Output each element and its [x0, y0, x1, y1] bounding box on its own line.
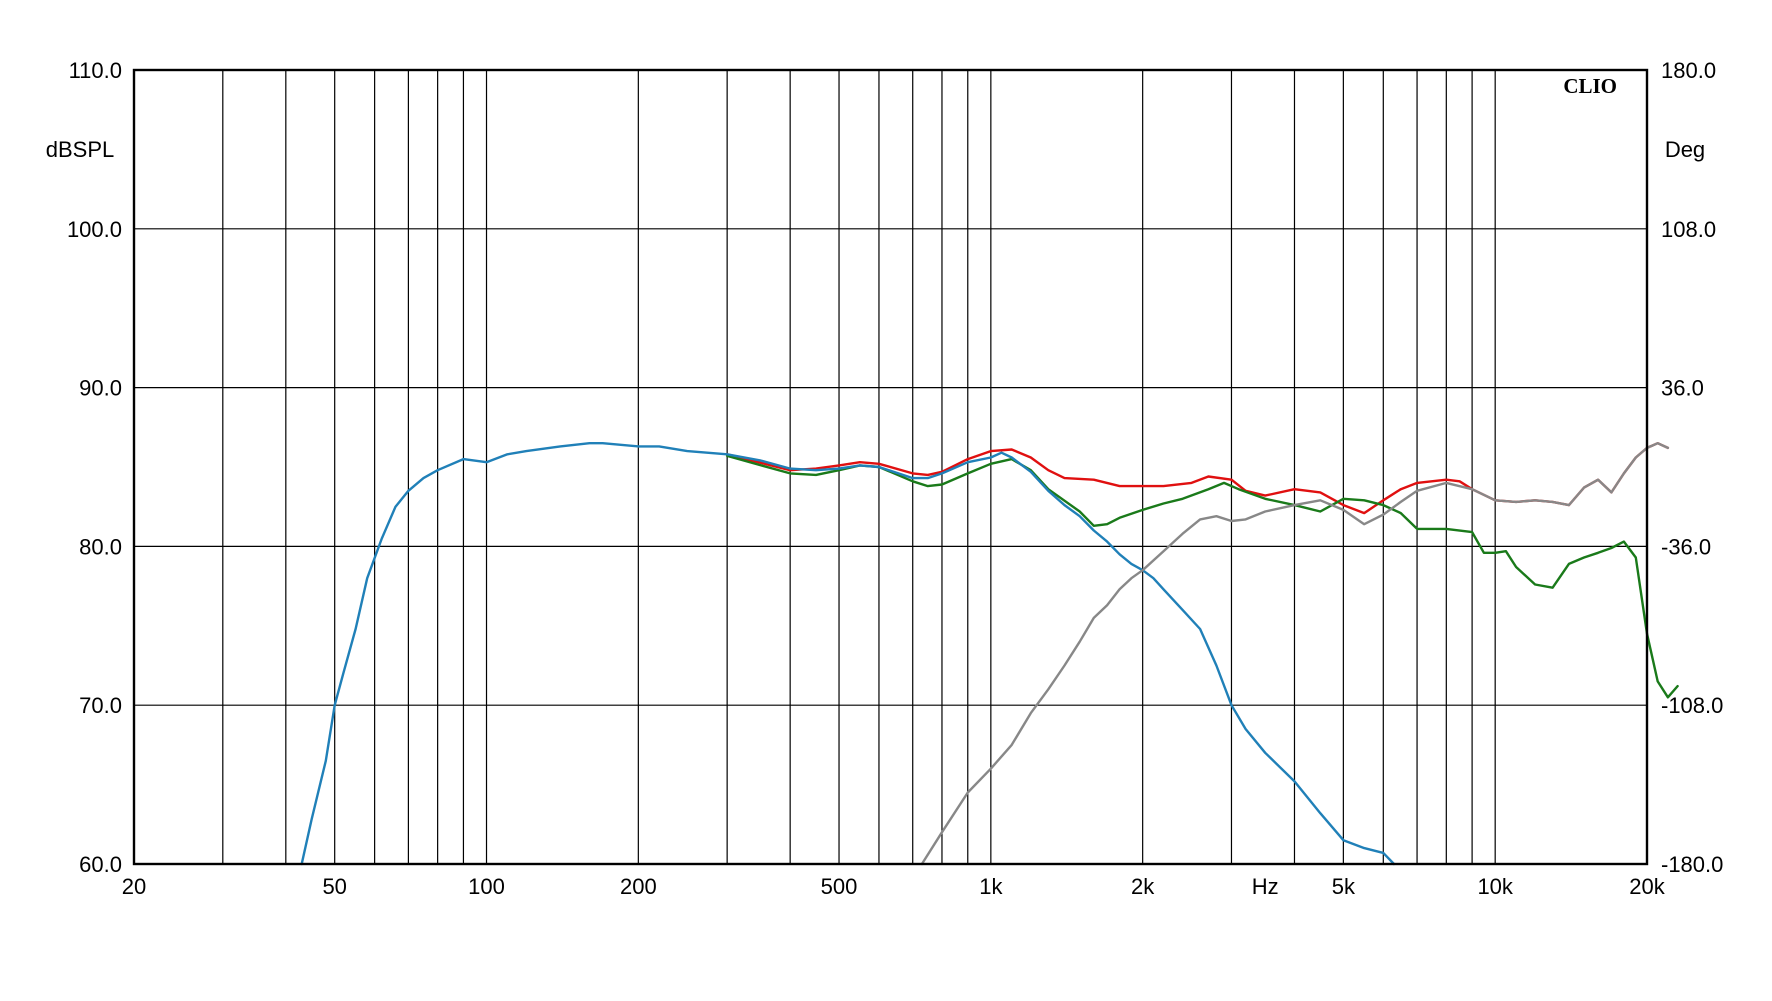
x-tick-label: 5k: [1332, 874, 1356, 899]
y2-tick-label: -180.0: [1661, 852, 1723, 877]
x-tick-label: 500: [821, 874, 858, 899]
y-tick-label: 80.0: [79, 534, 122, 559]
y-tick-label: 100.0: [67, 217, 122, 242]
x-tick-label: 2k: [1131, 874, 1155, 899]
x-tick-label: 20: [122, 874, 146, 899]
y2-tick-label: -36.0: [1661, 534, 1711, 559]
y-axis-label: dBSPL: [46, 137, 115, 162]
x-tick-label: 20k: [1629, 874, 1665, 899]
x-axis-label: Hz: [1252, 874, 1279, 899]
x-tick-label: 200: [620, 874, 657, 899]
y-tick-label: 60.0: [79, 852, 122, 877]
x-tick-label: 100: [468, 874, 505, 899]
x-tick-label: 1k: [979, 874, 1003, 899]
series-lines: [300, 442, 1679, 866]
y2-tick-label: 180.0: [1661, 58, 1716, 83]
y2-axis-label: Deg: [1665, 137, 1705, 162]
y2-tick-label: 36.0: [1661, 376, 1704, 401]
series-line-1: [725, 442, 1670, 515]
y-tick-label: 70.0: [79, 693, 122, 718]
y-tick-label: 110.0: [69, 58, 122, 83]
x-tick-label: 10k: [1477, 874, 1513, 899]
series-line-3: [300, 442, 1396, 866]
y2-tick-label: -108.0: [1661, 693, 1723, 718]
x-tick-label: 50: [322, 874, 346, 899]
series-line-2: [725, 454, 1679, 699]
series-line-4: [920, 442, 1670, 866]
tick-labels: 20 50 100 200 500 1k 2k 5k 10k 20k 60.0 70.0 80.0 90.…: [67, 58, 1723, 899]
y2-tick-label: 108.0: [1661, 217, 1716, 242]
brand-logo: CLIO: [1563, 74, 1617, 98]
plot-frame: [132, 68, 1649, 866]
y-tick-label: 90.0: [79, 376, 122, 401]
